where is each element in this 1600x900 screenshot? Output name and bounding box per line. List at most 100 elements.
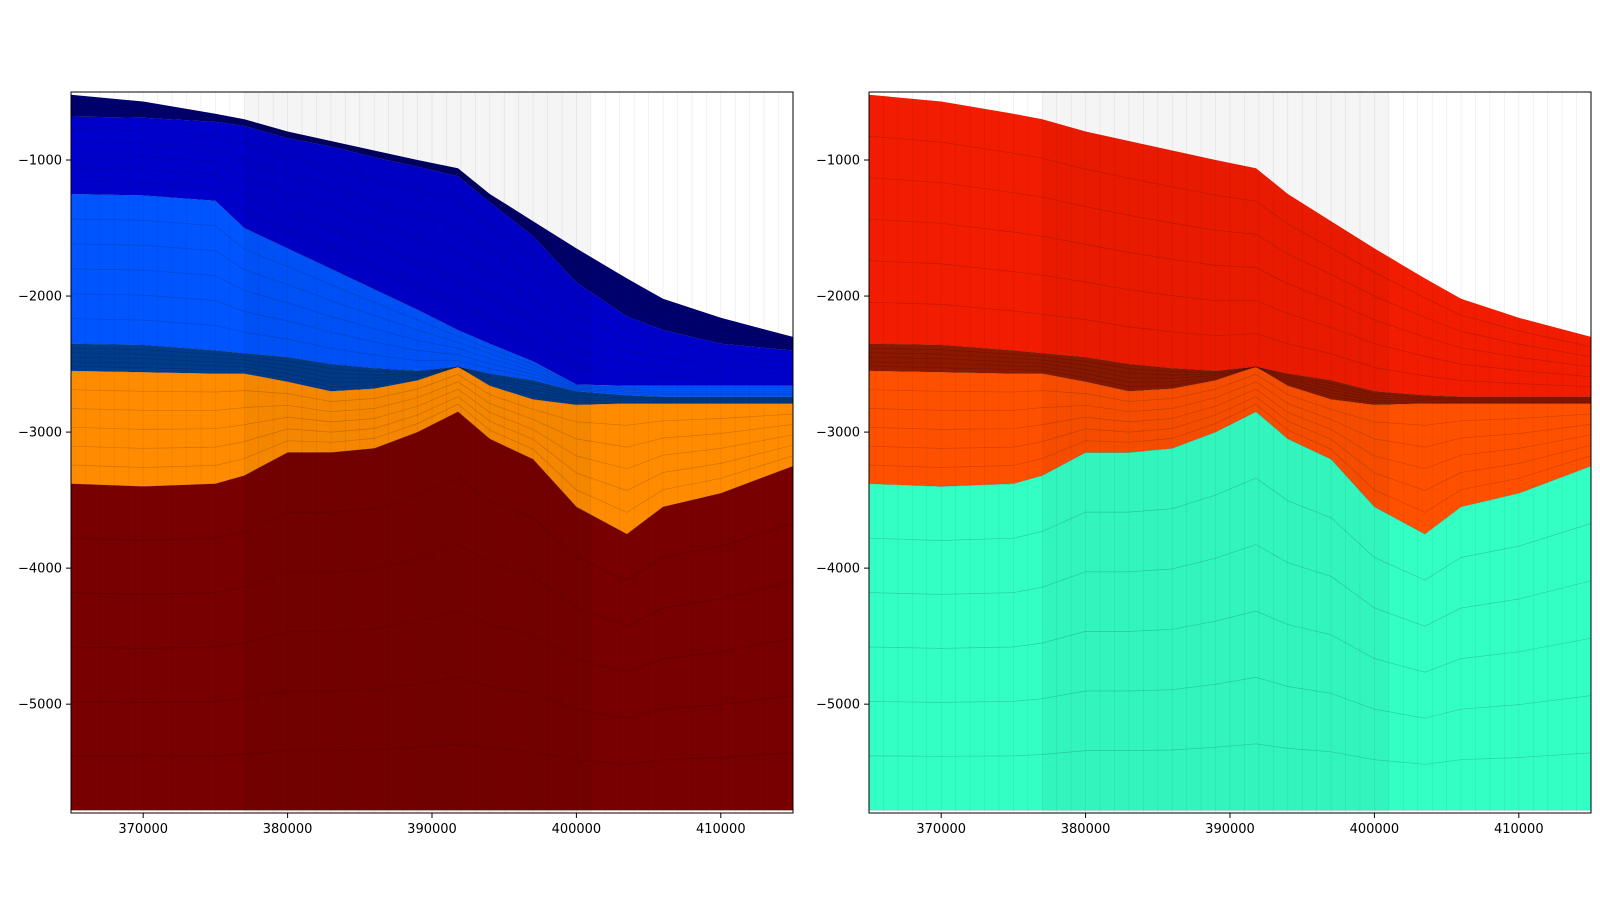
- mesh-line: [869, 301, 1591, 388]
- mesh-line: [71, 381, 793, 448]
- mesh-line: [71, 112, 793, 349]
- mesh-line: [869, 403, 1591, 513]
- mesh-line: [869, 177, 1591, 358]
- grid-mesh: [71, 92, 793, 813]
- layer-band-1: [869, 94, 1591, 397]
- mesh-line: [869, 361, 1591, 402]
- mesh-line: [71, 544, 793, 627]
- sector-band: [1042, 92, 1389, 813]
- layer-band-5: [71, 366, 793, 535]
- mesh-line: [869, 135, 1591, 348]
- mesh-line: [71, 477, 793, 581]
- mesh-line: [71, 180, 793, 381]
- mesh-line: [71, 243, 793, 390]
- plot-area: [869, 92, 1591, 813]
- mesh-line: [869, 677, 1591, 719]
- y-tick-label: −1000: [18, 154, 62, 169]
- layer-band-4: [71, 343, 793, 405]
- mesh-line: [71, 129, 793, 357]
- mesh-line: [869, 544, 1591, 627]
- mesh-line: [71, 293, 793, 394]
- mesh-line: [869, 260, 1591, 378]
- mesh-line: [71, 388, 793, 470]
- y-tick-label: −2000: [18, 290, 62, 305]
- y-tick-label: −2000: [816, 290, 860, 305]
- mesh-line: [71, 105, 793, 345]
- layer-band-3: [71, 194, 793, 397]
- x-tick-label: 410000: [1494, 822, 1544, 837]
- layer-band-6: [71, 411, 793, 811]
- y-tick-label: −5000: [18, 698, 62, 713]
- mesh-line: [869, 356, 1591, 401]
- mesh-line: [71, 268, 793, 392]
- x-tick-label: 370000: [118, 822, 168, 837]
- left-section-plot: 370000 380000 390000 400000 410000 −1000 −2000…: [18, 91, 794, 837]
- y-tick-label: −1000: [816, 154, 860, 169]
- mesh-line: [869, 218, 1591, 368]
- mesh-line: [869, 366, 1591, 406]
- mesh-line: [71, 108, 793, 347]
- mesh-line: [869, 373, 1591, 426]
- mesh-line: [71, 365, 793, 403]
- mesh-line: [869, 610, 1591, 673]
- mesh-line: [71, 366, 793, 406]
- mesh-line: [869, 743, 1591, 765]
- mesh-line: [71, 218, 793, 389]
- x-tick-label: 390000: [1205, 822, 1255, 837]
- mesh-line: [71, 318, 793, 396]
- x-tick-label: 400000: [1350, 822, 1400, 837]
- mesh-line: [71, 352, 793, 400]
- mesh-line: [71, 154, 793, 369]
- y-tick-label: −5000: [816, 698, 860, 713]
- layer-band-3: [869, 366, 1591, 535]
- x-tick-label: 370000: [916, 822, 966, 837]
- x-axis: 370000 380000 390000 400000 410000: [916, 813, 1544, 837]
- grid-mesh: [869, 92, 1591, 813]
- y-tick-label: −3000: [816, 426, 860, 441]
- x-tick-label: 400000: [552, 822, 602, 837]
- y-axis: −1000 −2000 −3000 −4000 −5000: [816, 154, 869, 713]
- y-tick-label: −3000: [18, 426, 62, 441]
- mesh-line: [71, 347, 793, 399]
- mesh-line: [71, 101, 793, 342]
- mesh-line: [71, 343, 793, 398]
- x-tick-label: 380000: [1061, 822, 1111, 837]
- x-tick-label: 410000: [696, 822, 746, 837]
- mesh-line: [869, 365, 1591, 403]
- mesh-line: [869, 396, 1591, 491]
- layer-band-4: [869, 411, 1591, 811]
- y-tick-label: −4000: [18, 562, 62, 577]
- mesh-line: [869, 381, 1591, 448]
- mesh-line: [869, 347, 1591, 399]
- mesh-line: [869, 352, 1591, 400]
- mesh-line: [71, 116, 793, 351]
- x-tick-label: 380000: [263, 822, 313, 837]
- mesh-line: [71, 743, 793, 765]
- mesh-line: [869, 477, 1591, 581]
- mesh-line: [869, 343, 1591, 398]
- mesh-line: [71, 361, 793, 402]
- x-tick-label: 390000: [407, 822, 457, 837]
- mesh-line: [71, 193, 793, 387]
- mesh-line: [869, 388, 1591, 470]
- mesh-line: [71, 356, 793, 401]
- plot-area: [71, 92, 793, 813]
- mesh-line: [71, 677, 793, 719]
- mesh-line: [71, 403, 793, 513]
- layer-band-2: [869, 343, 1591, 405]
- mesh-line: [71, 97, 793, 340]
- layer-band-1: [71, 94, 793, 351]
- mesh-line: [71, 411, 793, 535]
- mesh-line: [71, 396, 793, 491]
- sector-band: [244, 92, 591, 813]
- x-axis: 370000 380000 390000 400000 410000: [118, 813, 746, 837]
- right-section-plot: 370000 380000 390000 400000 410000 −1000 −2000…: [816, 91, 1592, 837]
- mesh-line: [71, 141, 793, 363]
- mesh-line: [71, 610, 793, 673]
- mesh-line: [71, 373, 793, 426]
- y-axis: −1000 −2000 −3000 −4000 −5000: [18, 154, 71, 713]
- mesh-line: [71, 167, 793, 375]
- mesh-line: [869, 411, 1591, 535]
- layer-band-2: [71, 116, 793, 386]
